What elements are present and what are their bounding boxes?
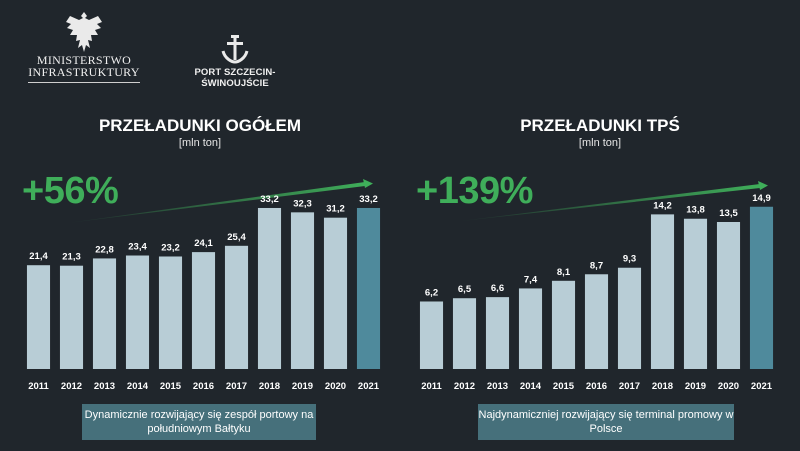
- chart-unit: [mln ton]: [578, 137, 622, 149]
- bar-2011: [419, 301, 444, 369]
- footer-text: Dynamicznie rozwijający się zespół porto…: [84, 409, 314, 435]
- data-label-2020: 13,5: [719, 208, 738, 219]
- growth-arrow-head: [758, 181, 768, 190]
- data-label-2011: 6,2: [425, 287, 438, 298]
- bar-2017: [617, 267, 642, 369]
- growth-arrow-head: [363, 179, 373, 188]
- bar-2016: [191, 252, 216, 369]
- x-tick-2016: 2016: [193, 381, 214, 392]
- growth-arrow: [60, 182, 365, 224]
- bar-2015: [158, 256, 183, 369]
- data-label-2016: 8,7: [590, 260, 603, 271]
- x-tick-2015: 2015: [553, 381, 575, 392]
- data-label-2017: 25,4: [227, 232, 246, 243]
- bar-2012: [59, 265, 84, 369]
- bar-2020: [323, 217, 348, 369]
- chart-panel-tps: PRZEŁADUNKI TPŚ [mln ton] 6,2 2011 6,5 2012…: [400, 0, 800, 451]
- x-tick-2011: 2011: [421, 381, 442, 392]
- ministry-divider: [28, 82, 140, 83]
- data-label-2013: 22,8: [95, 244, 114, 255]
- x-tick-2020: 2020: [325, 381, 346, 392]
- bar-2016: [584, 274, 609, 369]
- ministry-name-line1: MINISTERSTWO: [36, 53, 132, 67]
- port-logo: PORT SZCZECIN-ŚWINOUJŚCIE: [168, 34, 302, 89]
- growth-percent: +139%: [416, 170, 533, 212]
- footer-text: Najdynamiczniej rozwijający się terminal…: [478, 409, 734, 435]
- x-tick-2020: 2020: [718, 381, 739, 392]
- chart-unit: [mln ton]: [178, 137, 222, 149]
- x-tick-2011: 2011: [28, 381, 49, 392]
- growth-percent: +56%: [22, 170, 119, 212]
- growth-arrow: [452, 184, 760, 222]
- bar-2017: [224, 245, 249, 369]
- bar-2015: [551, 280, 576, 369]
- bar-2021: [749, 206, 774, 369]
- chart-title: PRZEŁADUNKI OGÓŁEM: [98, 116, 302, 135]
- x-tick-2012: 2012: [61, 381, 82, 392]
- bar-2012: [452, 298, 477, 369]
- data-label-2015: 8,1: [557, 267, 571, 278]
- x-tick-2014: 2014: [127, 381, 149, 392]
- ministry-logo: MINISTERSTWO INFRASTRUKTURY: [28, 10, 140, 83]
- bar-chart-total: 21,4 2011 21,3 2012 22,8 2013 23,4 2014 23,2 2015…: [26, 179, 381, 392]
- x-tick-2016: 2016: [586, 381, 607, 392]
- x-tick-2017: 2017: [619, 381, 640, 392]
- x-tick-2013: 2013: [94, 381, 115, 392]
- bar-2011: [26, 265, 51, 369]
- anchor-icon: [221, 35, 249, 64]
- bar-2018: [650, 214, 675, 369]
- bar-2018: [257, 207, 282, 369]
- bar-2014: [518, 288, 543, 369]
- data-label-2021: 33,2: [359, 194, 378, 205]
- eagle-emblem-icon: [66, 12, 102, 52]
- data-label-2012: 21,3: [62, 252, 81, 263]
- footer-box: Najdynamiczniej rozwijający się terminal…: [478, 404, 734, 440]
- bar-2019: [290, 212, 315, 369]
- data-label-2011: 21,4: [29, 251, 48, 262]
- data-label-2013: 6,6: [491, 283, 504, 294]
- data-label-2017: 9,3: [623, 254, 636, 265]
- x-tick-2014: 2014: [520, 381, 542, 392]
- x-tick-2018: 2018: [652, 381, 673, 392]
- data-label-2016: 24,1: [194, 238, 213, 249]
- x-tick-2015: 2015: [160, 381, 182, 392]
- chart-title: PRZEŁADUNKI TPŚ: [520, 116, 680, 135]
- data-label-2019: 13,8: [686, 205, 705, 216]
- x-tick-2017: 2017: [226, 381, 247, 392]
- x-tick-2021: 2021: [358, 381, 380, 392]
- bar-chart-tps: 6,2 2011 6,5 2012 6,6 2013 7,4 2014 8,1 2015 8,7 20…: [419, 181, 774, 392]
- bar-2014: [125, 255, 150, 369]
- data-label-2018: 14,2: [653, 200, 672, 211]
- x-tick-2019: 2019: [685, 381, 706, 392]
- bar-2019: [683, 218, 708, 369]
- data-label-2012: 6,5: [458, 284, 472, 295]
- data-label-2019: 32,3: [293, 198, 312, 209]
- chart-panel-total: PRZEŁADUNKI OGÓŁEM [mln ton] 21,4 2011 21,…: [22, 116, 381, 440]
- data-label-2021: 14,9: [752, 193, 771, 204]
- data-label-2014: 23,4: [128, 242, 147, 253]
- x-tick-2013: 2013: [487, 381, 508, 392]
- bar-2013: [485, 297, 510, 369]
- x-tick-2019: 2019: [292, 381, 313, 392]
- bar-2013: [92, 258, 117, 369]
- footer-box: Dynamicznie rozwijający się zespół porto…: [82, 404, 316, 440]
- data-label-2018: 33,2: [260, 194, 279, 205]
- bar-2021: [356, 207, 381, 369]
- port-name: PORT SZCZECIN-ŚWINOUJŚCIE: [194, 67, 276, 89]
- x-tick-2021: 2021: [751, 381, 773, 392]
- x-tick-2018: 2018: [259, 381, 280, 392]
- data-label-2014: 7,4: [524, 274, 538, 285]
- ministry-name-line2: INFRASTRUKTURY: [28, 65, 140, 79]
- x-tick-2012: 2012: [454, 381, 475, 392]
- bar-2020: [716, 222, 741, 369]
- data-label-2015: 23,2: [161, 242, 180, 253]
- data-label-2020: 31,2: [326, 204, 345, 215]
